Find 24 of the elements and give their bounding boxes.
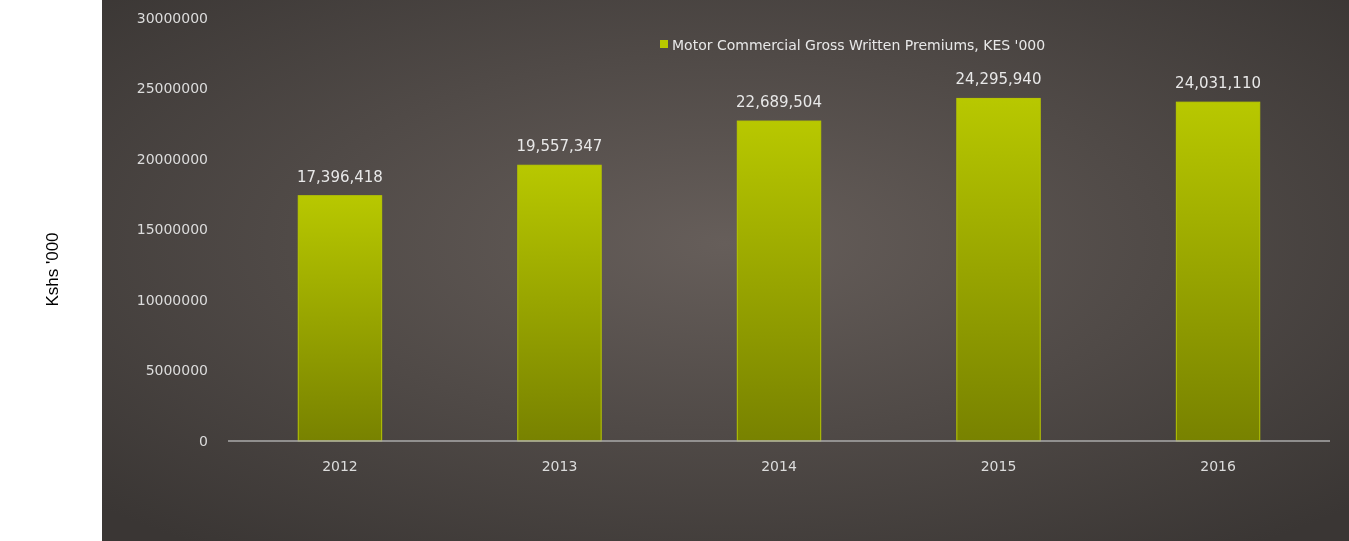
y-axis-title: Kshs '000 xyxy=(43,232,62,307)
data-label: 19,557,347 xyxy=(516,137,603,156)
x-tick-label: 2015 xyxy=(980,458,1017,474)
data-label: 24,295,940 xyxy=(955,70,1042,89)
bar xyxy=(297,195,383,442)
x-tick-label: 2014 xyxy=(761,458,797,474)
y-tick-label: 0 xyxy=(199,432,208,449)
data-label: 22,689,504 xyxy=(736,93,822,112)
x-tick-label: 2012 xyxy=(322,458,358,474)
data-label: 24,031,110 xyxy=(1175,74,1261,93)
bar xyxy=(956,97,1041,442)
bar xyxy=(1175,101,1261,442)
y-tick-label: 5000000 xyxy=(145,362,208,379)
y-tick-label: 20000000 xyxy=(136,150,208,167)
y-tick-label: 15000000 xyxy=(136,221,208,238)
y-tick-label: 10000000 xyxy=(136,291,208,308)
legend-label: Motor Commercial Gross Written Premiums, KES '000 xyxy=(672,36,1046,53)
y-tick-label: 25000000 xyxy=(136,80,208,97)
bar xyxy=(736,120,822,442)
bar xyxy=(517,164,602,442)
data-label: 17,396,418 xyxy=(297,167,383,186)
y-tick-label: 30000000 xyxy=(136,9,208,26)
x-tick-label: 2013 xyxy=(541,458,578,474)
x-tick-label: 2016 xyxy=(1200,458,1236,474)
